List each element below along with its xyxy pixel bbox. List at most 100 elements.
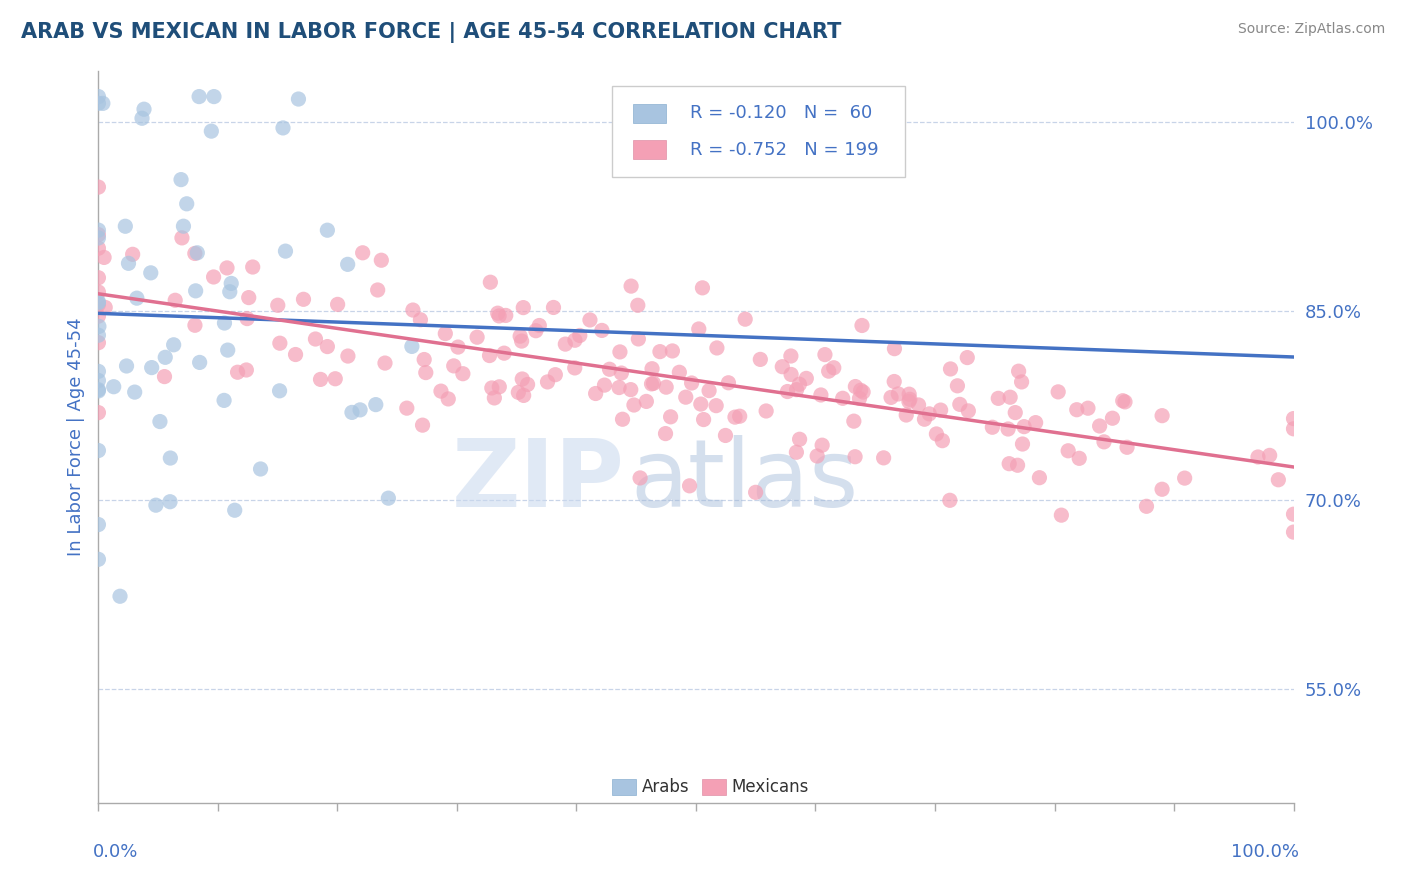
Point bbox=[579, 313, 602, 327]
Point bbox=[114, 219, 136, 234]
Point bbox=[188, 89, 211, 103]
Point bbox=[437, 392, 460, 406]
Point bbox=[643, 376, 665, 391]
Point bbox=[1057, 443, 1080, 458]
Point bbox=[188, 355, 211, 369]
Point bbox=[508, 385, 530, 400]
Point bbox=[897, 394, 920, 409]
Point bbox=[785, 445, 807, 459]
Point bbox=[87, 364, 110, 378]
Point bbox=[219, 277, 242, 291]
Point bbox=[465, 330, 488, 344]
Point bbox=[401, 339, 423, 353]
Point bbox=[770, 359, 793, 374]
Point bbox=[925, 427, 948, 442]
Point bbox=[488, 380, 510, 394]
Point bbox=[607, 380, 630, 394]
Point bbox=[697, 384, 720, 398]
Point bbox=[202, 89, 225, 103]
Point bbox=[529, 318, 551, 333]
Point bbox=[284, 347, 307, 361]
Point bbox=[610, 366, 633, 380]
Point bbox=[316, 340, 339, 354]
FancyBboxPatch shape bbox=[702, 780, 725, 796]
Point bbox=[125, 291, 148, 305]
Point bbox=[627, 298, 650, 312]
Point bbox=[749, 352, 772, 367]
Point bbox=[1050, 508, 1073, 523]
Point bbox=[412, 418, 434, 433]
Point bbox=[87, 406, 110, 420]
Point bbox=[1282, 525, 1305, 540]
Point bbox=[87, 180, 110, 194]
Point bbox=[165, 293, 187, 308]
Point bbox=[949, 397, 972, 411]
Text: R = -0.752   N = 199: R = -0.752 N = 199 bbox=[690, 141, 879, 159]
Point bbox=[103, 380, 125, 394]
Point bbox=[430, 384, 453, 398]
Point bbox=[1004, 406, 1026, 420]
Text: atlas: atlas bbox=[630, 435, 859, 527]
Point bbox=[486, 306, 509, 320]
Point bbox=[352, 245, 374, 260]
Point bbox=[692, 412, 714, 426]
Point bbox=[1077, 401, 1099, 416]
Point bbox=[395, 401, 418, 416]
Point bbox=[887, 387, 910, 401]
Point bbox=[274, 244, 297, 259]
Point bbox=[823, 360, 845, 375]
Point bbox=[309, 372, 332, 386]
Point bbox=[124, 385, 146, 400]
Point bbox=[628, 471, 651, 485]
Point bbox=[377, 491, 399, 505]
Point bbox=[717, 376, 740, 390]
Point bbox=[1007, 364, 1029, 378]
Point bbox=[681, 376, 703, 390]
Point bbox=[620, 279, 643, 293]
Point bbox=[852, 385, 875, 400]
Point bbox=[898, 392, 921, 407]
Point bbox=[145, 498, 167, 512]
Point bbox=[415, 366, 437, 380]
Point bbox=[226, 365, 249, 379]
Point bbox=[443, 359, 465, 373]
Point bbox=[1135, 500, 1157, 514]
Point bbox=[87, 294, 110, 309]
Point bbox=[212, 393, 235, 408]
Point bbox=[817, 364, 839, 378]
Point bbox=[655, 380, 678, 394]
Point bbox=[627, 332, 650, 346]
Point bbox=[153, 369, 176, 384]
Point bbox=[1011, 437, 1033, 451]
Point bbox=[87, 296, 110, 310]
Point bbox=[883, 342, 905, 356]
Point bbox=[170, 231, 193, 245]
Point bbox=[267, 298, 290, 312]
Point bbox=[224, 503, 246, 517]
Point bbox=[939, 493, 962, 508]
Point bbox=[132, 102, 155, 116]
Point bbox=[202, 270, 225, 285]
Point bbox=[998, 390, 1021, 404]
Point bbox=[1101, 411, 1123, 425]
Point bbox=[1114, 395, 1136, 409]
Point bbox=[724, 410, 747, 425]
Point bbox=[170, 172, 193, 186]
Point bbox=[159, 494, 181, 508]
Point bbox=[998, 457, 1021, 471]
Point bbox=[939, 362, 962, 376]
Point bbox=[249, 462, 271, 476]
Point bbox=[1267, 473, 1289, 487]
Point bbox=[214, 316, 236, 330]
Point bbox=[554, 337, 576, 351]
Point bbox=[661, 343, 683, 358]
Point bbox=[1012, 419, 1035, 434]
Point bbox=[292, 293, 315, 307]
Point bbox=[512, 388, 534, 402]
Point bbox=[141, 360, 163, 375]
Point bbox=[848, 392, 870, 406]
Point bbox=[1047, 384, 1070, 399]
Point bbox=[1028, 471, 1050, 485]
Point bbox=[780, 368, 803, 382]
Point bbox=[479, 275, 502, 289]
